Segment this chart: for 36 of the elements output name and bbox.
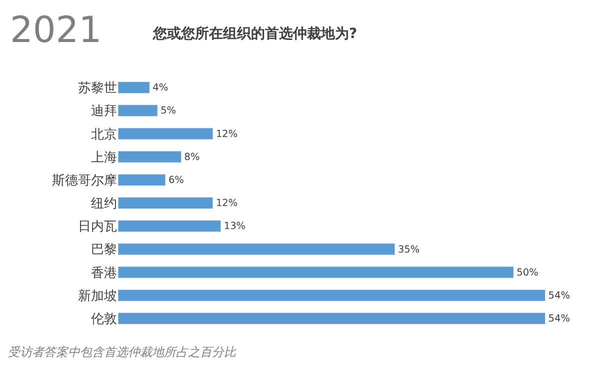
data-label: 8% — [184, 152, 200, 163]
bar — [118, 243, 396, 256]
y-tick-label: 日内瓦 — [78, 220, 117, 235]
bar — [118, 312, 546, 324]
bar — [118, 104, 158, 117]
data-label: 12% — [216, 198, 238, 210]
bar — [118, 289, 546, 302]
bar — [118, 128, 214, 140]
data-label: 13% — [224, 221, 246, 232]
data-label: 12% — [216, 128, 238, 140]
chart-title: 2021 — [10, 10, 102, 51]
data-label: 6% — [168, 175, 184, 186]
y-tick-label: 伦敦 — [91, 312, 117, 327]
bar — [118, 220, 222, 232]
y-tick-label: 香港 — [91, 266, 117, 281]
text: 受访者答案中包含首选仲裁地所占之百分比 — [8, 345, 237, 359]
bar — [118, 82, 150, 94]
y-tick-label: 纽约 — [91, 196, 117, 212]
bar — [118, 150, 182, 163]
data-label: 54% — [548, 314, 570, 325]
y-tick-label: 上海 — [91, 150, 117, 166]
bar — [118, 174, 166, 186]
y-tick-label: 新加坡 — [78, 288, 117, 304]
data-label: 35% — [398, 244, 420, 256]
data-label: 5% — [160, 106, 176, 117]
data-label: 50% — [516, 267, 538, 278]
data-label: 54% — [548, 290, 570, 302]
chart-subtitle: 您或您所在组织的首选仲裁地为? — [152, 26, 358, 42]
y-tick-label: 迪拜 — [91, 104, 117, 120]
data-label: 4% — [152, 82, 168, 94]
y-tick-label: 巴黎 — [91, 242, 117, 258]
bar — [118, 196, 214, 210]
y-tick-label: 斯德哥尔摩 — [52, 173, 117, 188]
y-tick-label: 苏黎世 — [78, 81, 117, 96]
bar — [118, 266, 514, 278]
y-tick-label: 北京 — [91, 127, 117, 142]
